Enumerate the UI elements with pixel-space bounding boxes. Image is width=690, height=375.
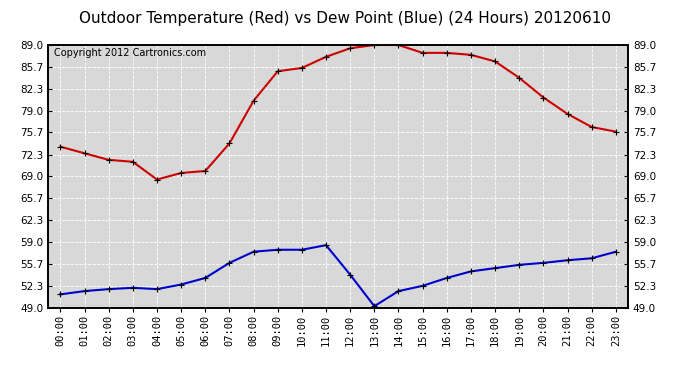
Text: Copyright 2012 Cartronics.com: Copyright 2012 Cartronics.com — [54, 48, 206, 58]
Text: Outdoor Temperature (Red) vs Dew Point (Blue) (24 Hours) 20120610: Outdoor Temperature (Red) vs Dew Point (… — [79, 11, 611, 26]
